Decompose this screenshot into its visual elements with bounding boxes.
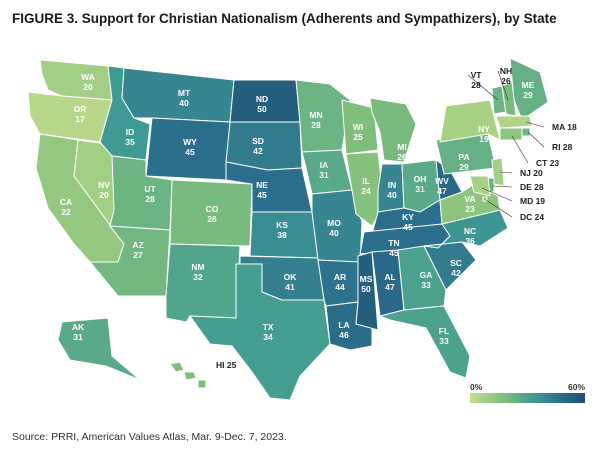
state-label-oh: OH 31 [414, 174, 427, 194]
state-label-pa: PA 29 [458, 152, 469, 172]
state-md [469, 175, 491, 197]
color-legend: 0% 60% [470, 382, 585, 403]
legend-gradient-bar [470, 393, 585, 403]
state-ga [397, 245, 447, 311]
state-il [345, 151, 385, 227]
state-label-mn: MN 28 [309, 110, 322, 130]
state-wi [341, 99, 379, 155]
state-label-ca: CA 22 [60, 197, 72, 217]
state-label-ky: KY 45 [402, 212, 414, 232]
state-nj [491, 157, 505, 187]
state-label-fl: FL 33 [439, 326, 449, 346]
state-label-ny: NY 19 [478, 124, 490, 144]
state-label-wa: WA 20 [81, 72, 95, 92]
state-label-ok: OK 41 [284, 272, 298, 292]
state-sd [225, 121, 303, 171]
state-label-ma: MA 18 [552, 122, 577, 132]
figure-title: FIGURE 3. Support for Christian National… [12, 11, 557, 26]
state-label-tn: TN 45 [388, 238, 399, 258]
state-label-ak: AK 31 [72, 322, 85, 342]
state-label-co: CO 26 [206, 204, 219, 224]
leader-line-ct [511, 135, 529, 164]
state-label-ar: AR 44 [334, 272, 346, 292]
state-fl [378, 305, 471, 379]
leader-line-dc [485, 199, 513, 218]
leader-line-nh [497, 70, 509, 101]
state-label-nm: NM 32 [191, 262, 204, 282]
state-label-ms: MS 50 [360, 274, 373, 294]
state-ma [495, 115, 533, 129]
leader-line-de [491, 185, 513, 188]
state-label-ut: UT 28 [144, 184, 156, 204]
state-label-or: OR 17 [74, 104, 87, 124]
state-label-ga: GA 33 [420, 270, 433, 290]
state-label-mi: MI 26 [397, 142, 407, 162]
state-label-sd: SD 42 [252, 136, 264, 156]
state-ct [499, 127, 523, 141]
state-label-nc: NC 36 [464, 226, 476, 246]
state-ri [521, 127, 531, 137]
state-label-id: ID 35 [125, 127, 135, 147]
state-label-mt: MT 40 [178, 88, 191, 108]
state-ak [57, 317, 141, 381]
state-nc [423, 209, 509, 249]
leader-line-ma [525, 121, 545, 128]
state-nm [165, 243, 241, 323]
state-label-sc: SC 42 [450, 258, 462, 278]
state-label-wy: WY 45 [183, 137, 197, 157]
leader-line-vt [467, 74, 499, 101]
state-wa [39, 59, 113, 101]
state-label-in: IN 40 [387, 180, 397, 200]
state-label-nj: NJ 20 [520, 168, 543, 178]
legend-min-label: 0% [470, 382, 483, 392]
state-label-tx: TX 34 [263, 322, 274, 342]
state-label-md: MD 19 [520, 196, 545, 206]
state-mn [295, 79, 351, 153]
state-label-mo: MO 40 [327, 218, 341, 238]
state-label-la: LA 46 [338, 320, 349, 340]
state-ms [355, 251, 379, 331]
state-label-va: VA 23 [464, 194, 475, 214]
state-label-wv: WV 47 [435, 176, 449, 196]
state-ny [439, 99, 501, 143]
state-label-vt: VT 28 [471, 70, 483, 90]
source-note: Source: PRRI, American Values Atlas, Mar… [12, 431, 287, 443]
state-label-nh: NH 26 [500, 66, 512, 86]
state-label-hi: HI 25 [216, 360, 237, 370]
leader-line-nj [499, 171, 513, 174]
state-label-ne: NE 45 [256, 180, 268, 200]
state-label-ks: KS 38 [276, 220, 288, 240]
state-label-de: DE 28 [520, 182, 544, 192]
state-label-nd: ND 50 [256, 94, 268, 114]
state-label-ia: IA 31 [319, 160, 329, 180]
state-label-nv: NV 20 [98, 180, 110, 200]
state-label-al: AL 47 [384, 272, 395, 292]
state-label-dc: DC 24 [520, 212, 544, 222]
leader-line-md [481, 187, 513, 202]
state-hi [169, 361, 207, 389]
legend-max-label: 60% [567, 382, 585, 392]
leader-line-ri [527, 131, 545, 148]
state-az [88, 225, 171, 297]
state-label-ct: CT 23 [536, 158, 559, 168]
state-label-il: IL 24 [361, 176, 371, 196]
state-mi [369, 97, 417, 163]
state-label-ri: RI 28 [552, 142, 573, 152]
state-label-az: AZ 27 [132, 240, 143, 260]
state-tx [188, 263, 331, 401]
state-label-wi: WI 25 [353, 122, 363, 142]
state-label-me: ME 29 [522, 80, 535, 100]
